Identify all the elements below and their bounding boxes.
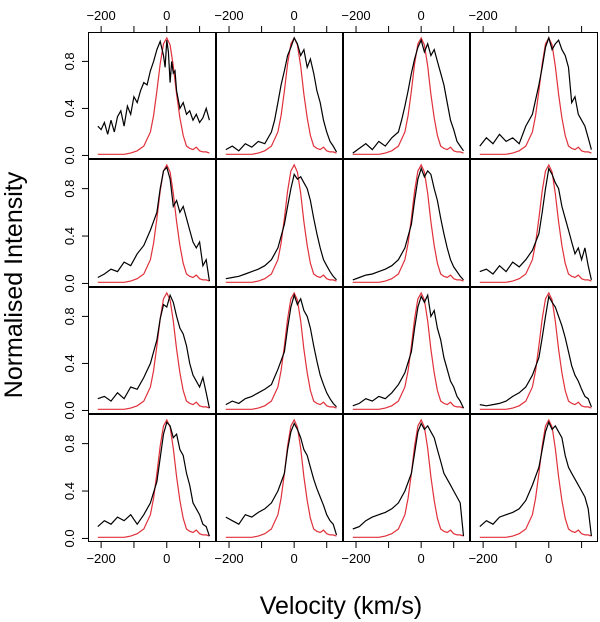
- reference-line: [97, 36, 210, 155]
- x-tick-label-bottom: −200: [468, 551, 497, 566]
- panel-2-1: [88, 159, 216, 287]
- axes: −200 0 −200 0 −200 0 −200 −200 0 0 −200 −200 0 −200 0 0…: [62, 8, 583, 566]
- observed-line: [97, 39, 210, 135]
- reference-line: [479, 418, 592, 538]
- observed-line: [479, 35, 592, 150]
- reference-line: [97, 163, 210, 283]
- reference-line: [97, 418, 210, 538]
- reference-line: [352, 291, 464, 410]
- reference-line: [352, 418, 464, 538]
- y-tick-label: 0.4: [62, 354, 77, 372]
- observed-line: [479, 420, 592, 537]
- reference-line: [479, 163, 592, 283]
- x-tick-label-top: −200: [468, 8, 497, 23]
- panel-3-1: [88, 287, 216, 414]
- x-tick-label-bottom: −200: [341, 551, 370, 566]
- x-tick-label-bottom: 0: [545, 551, 552, 566]
- observed-line: [352, 166, 464, 281]
- observed-line: [352, 422, 465, 537]
- panel-4-1: [88, 414, 216, 542]
- observed-line: [479, 166, 592, 281]
- x-tick-label-top: −200: [341, 8, 370, 23]
- panel-grid: [88, 32, 598, 542]
- panel-frame: [216, 287, 343, 414]
- x-axis-title: Velocity (km/s): [260, 592, 423, 620]
- y-tick-label: 0.0: [62, 274, 77, 292]
- observed-line: [479, 294, 592, 408]
- y-tick-label: 0.0: [62, 529, 77, 547]
- y-tick-label: 0.8: [62, 435, 77, 453]
- y-tick-label: 0.0: [62, 146, 77, 164]
- panel-2-3: [343, 159, 470, 287]
- panel-frame: [216, 159, 343, 287]
- observed-line: [225, 172, 337, 281]
- observed-line: [225, 422, 338, 536]
- y-axis-title: Normalised Intensity: [0, 171, 28, 398]
- observed-line: [352, 38, 464, 154]
- panel-4-2: [216, 414, 343, 542]
- reference-line: [225, 291, 337, 410]
- panel-1-3: [343, 32, 470, 159]
- panel-3-4: [470, 287, 598, 414]
- reference-line: [225, 36, 337, 155]
- panel-2-4: [470, 159, 598, 287]
- observed-line: [97, 421, 210, 537]
- reference-line: [479, 291, 592, 410]
- x-tick-label-top: −200: [86, 8, 115, 23]
- x-tick-label-top: 0: [163, 8, 170, 23]
- x-tick-label-bottom: −200: [214, 551, 243, 566]
- y-tick-label: 0.4: [62, 227, 77, 245]
- observed-line: [225, 293, 337, 408]
- y-tick-label: 0.4: [62, 99, 77, 117]
- panel-4-4: [470, 414, 598, 542]
- panel-3-3: [343, 287, 470, 414]
- reference-line: [97, 291, 210, 410]
- panel-frame: [216, 414, 343, 542]
- reference-line: [225, 163, 337, 283]
- panel-frame: [470, 159, 598, 287]
- y-tick-label: 0.4: [62, 482, 77, 500]
- x-tick-label-top: 0: [418, 8, 425, 23]
- y-tick-label: 0.0: [62, 401, 77, 419]
- panel-frame: [470, 287, 598, 414]
- x-tick-label-bottom: 0: [418, 551, 425, 566]
- panel-frame: [343, 32, 470, 159]
- panel-frame: [470, 32, 598, 159]
- panel-frame: [216, 32, 343, 159]
- y-tick-label: 0.8: [62, 180, 77, 198]
- panel-frame: [88, 159, 216, 287]
- panel-2-2: [216, 159, 343, 287]
- panel-frame: [88, 287, 216, 414]
- observed-line: [225, 36, 338, 153]
- panel-frame: [88, 414, 216, 542]
- x-tick-label-bottom: 0: [291, 551, 298, 566]
- x-tick-label-top: −200: [214, 8, 243, 23]
- panel-frame: [343, 287, 470, 414]
- panel-frame: [343, 159, 470, 287]
- observed-line: [97, 293, 210, 409]
- panel-1-1: [88, 32, 216, 159]
- panel-1-2: [216, 32, 343, 159]
- y-tick-label: 0.8: [62, 307, 77, 325]
- x-tick-label-bottom: 0: [163, 551, 170, 566]
- panel-frame: [88, 32, 216, 159]
- y-tick-label: 0.8: [62, 52, 77, 70]
- x-tick-label-top: 0: [291, 8, 298, 23]
- reference-line: [352, 36, 464, 155]
- panel-3-2: [216, 287, 343, 414]
- observed-line: [352, 293, 465, 409]
- reference-line: [225, 418, 337, 538]
- panel-frame: [470, 414, 598, 542]
- panel-4-3: [343, 414, 470, 542]
- panel-frame: [343, 414, 470, 542]
- panel-1-4: [470, 32, 598, 159]
- x-tick-label-bottom: −200: [86, 551, 115, 566]
- observed-line: [97, 166, 210, 282]
- reference-line: [352, 163, 464, 283]
